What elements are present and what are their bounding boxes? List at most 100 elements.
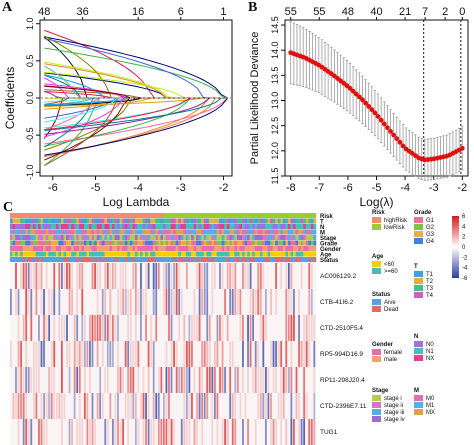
annotation-cell [257,257,261,263]
heatmap-cell [38,367,40,393]
annotation-cell [287,240,291,246]
annotation-cell [155,224,159,230]
heatmap-cell [38,419,40,445]
annotation-cell [32,235,36,241]
annotation-cell [282,240,286,246]
annotation-cell [293,235,296,241]
heatmap-cell [247,315,249,341]
annotation-cell [73,235,77,241]
annotation-cell [124,257,128,263]
heatmap-cell [305,315,308,341]
annotation-cell [48,224,52,230]
annotation-cell [313,235,317,241]
annotation-cell [191,229,194,235]
annotation-cell [168,213,171,219]
annotation-cell [50,251,54,257]
heatmap-cell [303,419,306,445]
annotation-cell [145,240,148,246]
annotation-cell [196,257,199,263]
annotation-cell [114,240,118,246]
heatmap-cell [124,341,127,367]
annotation-cell [280,235,284,241]
annotation-cell [183,218,187,224]
chart-b-point [459,145,465,151]
legend-item-label: N1 [426,349,434,355]
chart-a-coef-path [44,72,228,99]
chart-b-y-tick-label: 14.5 [270,16,280,34]
annotation-cell [216,251,220,257]
legend-item-label: Aive [384,300,396,306]
annotation-cell [63,224,67,230]
heatmap-cell [152,419,155,445]
heatmap-cell [293,289,295,315]
annotation-cell [287,246,291,252]
annotation-cell [20,224,24,230]
heatmap-cell [247,263,249,289]
heatmap-cell [63,315,66,341]
heatmap-cell [109,393,112,419]
annotation-cell [198,218,202,224]
panel-label-a: A [2,0,13,15]
heatmap-cell [112,419,114,445]
annotation-cell [142,235,146,241]
heatmap-cell [239,289,242,315]
legend-swatch [414,285,423,291]
heatmap-cell [165,341,168,367]
annotation-cell [293,257,296,263]
annotation-cell [45,218,49,224]
annotation-cell [10,240,13,246]
annotation-cell [48,235,52,241]
heatmap-cell [50,367,53,393]
annotation-cell [275,218,279,224]
heatmap-cell [272,367,275,393]
annotation-cell [252,229,256,235]
heatmap-cell [155,289,158,315]
annotation-cell [265,213,268,219]
annotation-cell [40,246,44,252]
annotation-cell [101,251,105,257]
annotation-cell [157,246,161,252]
heatmap-cell [40,289,43,315]
heatmap-cell [185,263,188,289]
heatmap-cell [40,341,43,367]
annotation-cell [175,229,179,235]
annotation-cell [157,229,161,235]
heatmap-cell [198,367,201,393]
annotation-cell [142,251,146,257]
heatmap-cell [76,367,79,393]
annotation-cell [104,213,108,219]
annotation-cell [58,218,62,224]
annotation-cell [91,224,95,230]
annotation-cell [86,218,90,224]
annotation-cell [308,229,312,235]
annotation-cell [295,240,299,246]
chart-b-x-tick-label: -2 [457,182,467,194]
legend-title: Age [372,254,384,260]
annotation-cell [66,213,69,219]
annotation-cell [175,213,179,219]
heatmap-cell [293,315,295,341]
annotation-cell [73,257,77,263]
heatmap-cell [157,419,160,445]
legend-swatch [414,278,423,284]
heatmap-cell [112,263,114,289]
annotation-cell [287,224,291,230]
annotation-cell [208,246,212,252]
annotation-cell [211,251,215,257]
heatmap-cell [22,393,25,419]
annotation-cell [101,218,105,224]
annotation-cell [99,251,103,257]
heatmap-cell [109,289,112,315]
annotation-cell [73,224,77,230]
annotation-cell [293,251,296,257]
heatmap-cell [91,315,94,341]
annotation-cell [35,218,39,224]
chart-b-point [375,114,381,119]
annotation-cell [242,251,245,257]
heatmap-cell [185,419,188,445]
annotation-cell [191,213,194,219]
heatmap-cell [229,263,232,289]
legend-swatch [414,238,423,244]
annotation-cell [185,246,189,252]
annotation-cell [10,229,13,235]
